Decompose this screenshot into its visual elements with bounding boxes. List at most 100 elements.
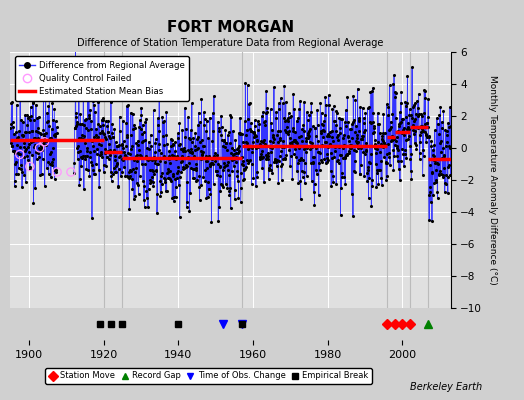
Point: [399, 127, 407, 133]
Point: [361, 110, 369, 116]
Point: [237, 169, 245, 176]
Point: [392, 143, 401, 149]
Point: [168, 194, 177, 201]
Point: [200, 109, 208, 116]
Point: [283, 124, 291, 130]
Point: [181, 162, 190, 169]
Point: [427, 138, 435, 144]
Point: [249, 139, 257, 145]
Point: [95, 140, 104, 147]
Point: [243, 126, 251, 133]
Point: [251, 132, 259, 138]
Point: [320, 128, 328, 134]
Point: [74, 142, 82, 149]
Point: [268, 134, 277, 140]
Point: [105, 156, 113, 163]
Point: [236, 114, 244, 121]
Point: [40, 138, 49, 145]
Point: [438, 118, 446, 125]
Point: [393, 144, 401, 151]
Point: [107, 178, 116, 184]
Point: [308, 144, 316, 150]
Point: [304, 130, 313, 136]
Point: [38, 147, 46, 153]
Point: [154, 160, 162, 167]
Point: [32, 156, 41, 163]
Point: [100, 169, 108, 175]
Point: [247, 181, 256, 187]
Point: [234, 178, 242, 184]
Point: [401, 146, 409, 153]
Point: [206, 161, 214, 167]
Point: [11, 150, 19, 157]
Point: [45, 123, 53, 129]
Point: [166, 168, 174, 175]
Point: [117, 149, 125, 156]
Point: [270, 158, 278, 165]
Point: [284, 118, 292, 124]
Point: [441, 188, 449, 195]
Point: [161, 188, 170, 194]
Point: [159, 119, 167, 125]
Point: [20, 144, 28, 150]
Point: [331, 117, 339, 124]
Point: [36, 146, 44, 153]
Point: [305, 111, 313, 118]
Point: [390, 94, 399, 101]
Point: [209, 110, 217, 116]
Point: [271, 158, 280, 165]
Point: [423, 124, 432, 130]
Point: [262, 88, 270, 94]
Point: [106, 134, 115, 141]
Point: [436, 104, 444, 111]
Point: [233, 150, 242, 156]
Point: [24, 157, 32, 163]
Point: [232, 154, 241, 160]
Point: [237, 154, 246, 160]
Point: [125, 205, 134, 212]
Point: [72, 110, 80, 116]
Point: [119, 138, 128, 144]
Point: [254, 127, 263, 133]
Point: [279, 138, 288, 144]
Point: [170, 194, 178, 200]
Point: [440, 153, 448, 159]
Point: [7, 142, 16, 149]
Point: [154, 122, 162, 128]
Point: [316, 128, 325, 134]
Point: [202, 153, 210, 160]
Point: [408, 115, 416, 121]
Point: [50, 131, 58, 138]
Point: [50, 166, 58, 173]
Point: [431, 160, 439, 166]
Point: [203, 165, 212, 171]
Point: [44, 103, 52, 110]
Point: [253, 137, 261, 143]
Point: [446, 172, 454, 178]
Point: [111, 156, 119, 163]
Point: [334, 156, 343, 163]
Point: [41, 78, 50, 84]
Point: [304, 132, 312, 139]
Point: [434, 131, 443, 138]
Point: [322, 102, 330, 108]
Point: [329, 138, 337, 144]
Point: [92, 151, 101, 158]
Point: [26, 163, 34, 170]
Point: [52, 168, 60, 175]
Point: [194, 122, 202, 128]
Point: [324, 144, 333, 150]
Point: [242, 139, 250, 145]
Point: [52, 166, 60, 173]
Point: [302, 149, 310, 155]
Point: [301, 180, 309, 186]
Point: [239, 177, 248, 183]
Point: [11, 161, 19, 168]
Point: [394, 158, 402, 164]
Point: [193, 136, 201, 143]
Point: [194, 109, 203, 116]
Point: [104, 148, 113, 155]
Point: [26, 117, 35, 124]
Point: [159, 152, 168, 159]
Point: [384, 141, 392, 147]
